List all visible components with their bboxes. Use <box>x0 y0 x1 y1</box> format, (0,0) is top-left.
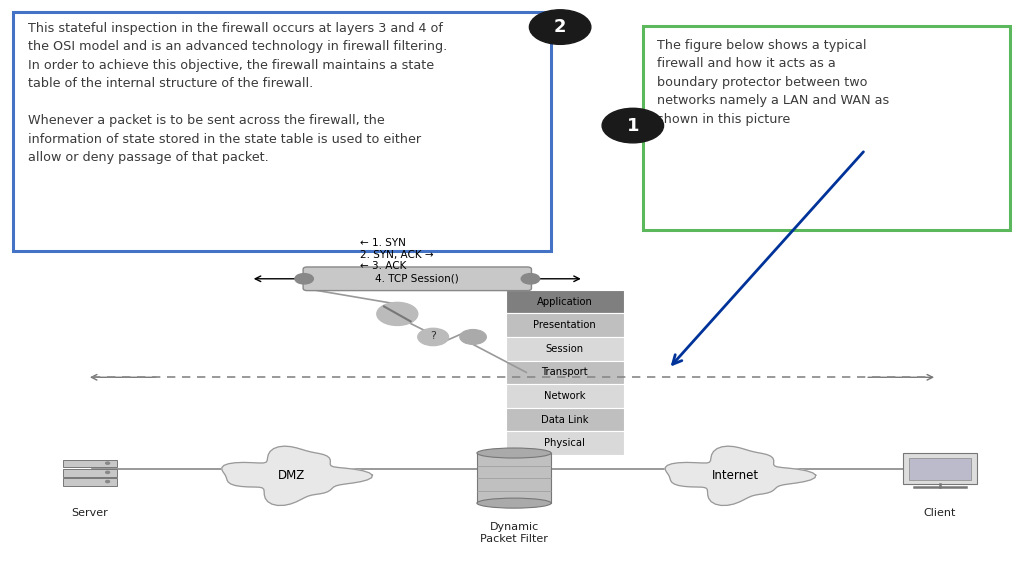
Circle shape <box>602 108 664 143</box>
Text: 1: 1 <box>627 116 639 135</box>
Text: Session: Session <box>546 344 584 354</box>
Circle shape <box>105 480 110 483</box>
Text: Application: Application <box>537 297 593 306</box>
Circle shape <box>105 471 110 473</box>
Text: 4. TCP Session(): 4. TCP Session() <box>376 274 459 284</box>
Text: ?: ? <box>430 331 436 342</box>
Bar <box>477 453 551 503</box>
Text: Physical: Physical <box>545 438 585 448</box>
Text: Server: Server <box>72 508 109 518</box>
Text: Network: Network <box>544 391 586 401</box>
Bar <box>506 408 624 431</box>
FancyBboxPatch shape <box>62 460 118 467</box>
Text: 2. SYN, ACK →: 2. SYN, ACK → <box>360 249 434 260</box>
FancyBboxPatch shape <box>62 478 118 486</box>
Polygon shape <box>222 446 373 505</box>
Bar <box>506 384 624 408</box>
FancyBboxPatch shape <box>13 12 551 251</box>
Bar <box>909 457 971 480</box>
Text: Presentation: Presentation <box>534 320 596 330</box>
Text: 2: 2 <box>554 18 566 36</box>
Ellipse shape <box>477 498 551 508</box>
Text: The figure below shows a typical
firewall and how it acts as a
boundary protecto: The figure below shows a typical firewal… <box>657 39 890 126</box>
Circle shape <box>418 328 449 346</box>
Polygon shape <box>666 446 816 505</box>
FancyBboxPatch shape <box>643 26 1010 230</box>
Circle shape <box>460 329 486 344</box>
Circle shape <box>377 302 418 325</box>
Bar <box>506 431 624 455</box>
Circle shape <box>105 462 110 464</box>
FancyBboxPatch shape <box>62 469 118 476</box>
Text: Client: Client <box>924 508 956 518</box>
Bar <box>506 337 624 361</box>
Ellipse shape <box>477 448 551 458</box>
Text: DMZ: DMZ <box>279 469 305 482</box>
Text: This stateful inspection in the firewall occurs at layers 3 and 4 of
the OSI mod: This stateful inspection in the firewall… <box>28 22 446 164</box>
Text: Data Link: Data Link <box>541 415 589 425</box>
Text: Internet: Internet <box>712 469 759 482</box>
Circle shape <box>529 10 591 44</box>
Text: Transport: Transport <box>542 367 588 377</box>
Circle shape <box>295 274 313 284</box>
Bar <box>903 453 977 484</box>
Bar <box>506 290 624 313</box>
Circle shape <box>521 274 540 284</box>
Bar <box>506 361 624 384</box>
Text: Dynamic
Packet Filter: Dynamic Packet Filter <box>480 522 548 544</box>
FancyBboxPatch shape <box>303 267 531 290</box>
Bar <box>506 313 624 337</box>
Text: ← 3. ACK: ← 3. ACK <box>360 261 407 271</box>
Text: ← 1. SYN: ← 1. SYN <box>360 238 407 248</box>
